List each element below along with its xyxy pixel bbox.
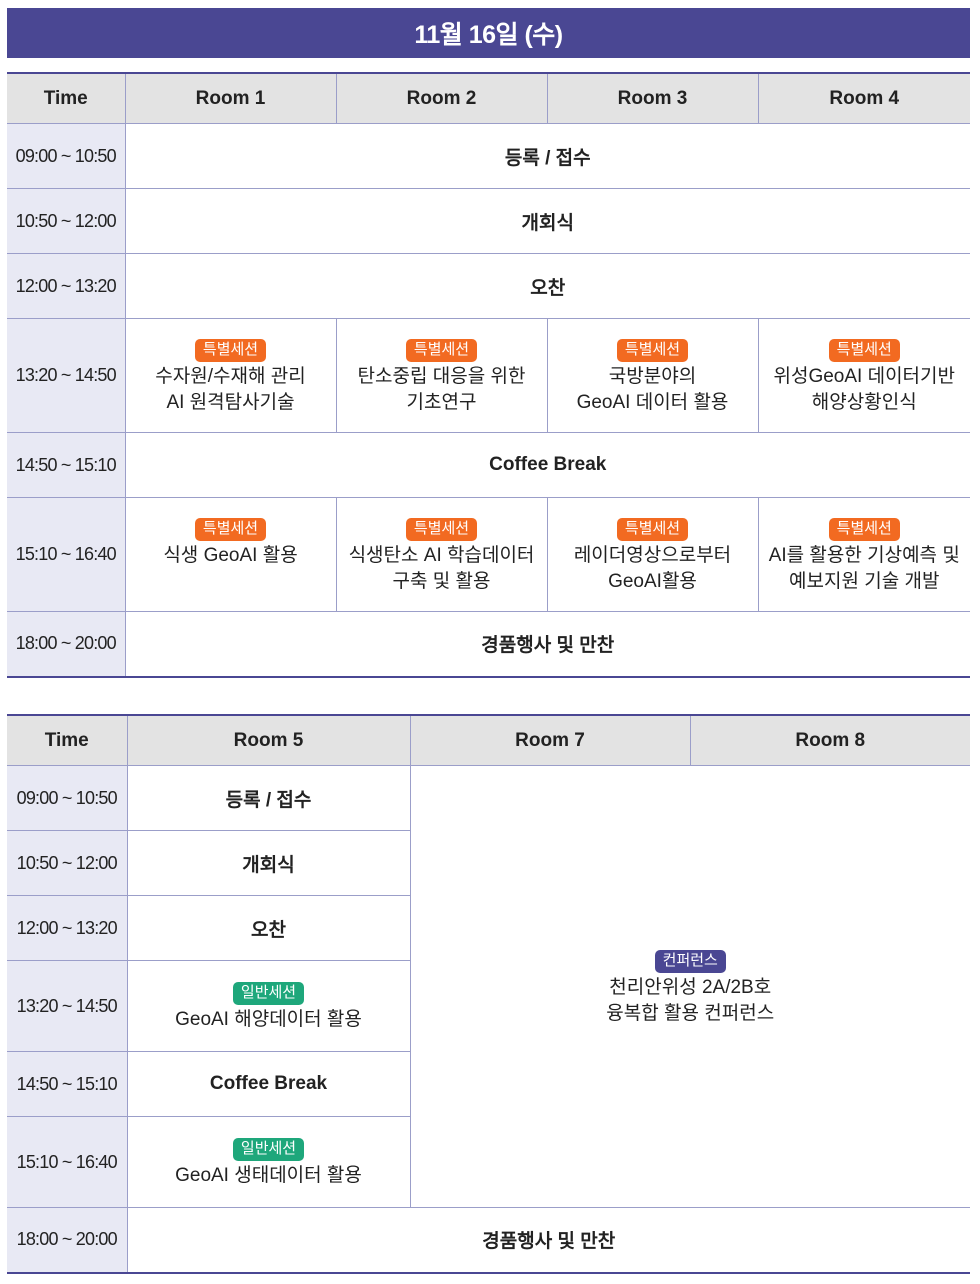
lunch-cell: 오찬 [124, 253, 970, 319]
header-room-1: Room 1 [124, 72, 337, 124]
session-cell: 특별세션 위성GeoAI 데이터기반 해양상황인식 [757, 318, 970, 433]
session-title-line [126, 569, 336, 595]
session-cell: 일반세션 GeoAI 생태데이터 활용 [126, 1116, 410, 1208]
session-title-line: 예보지원 기술 개발 [789, 570, 940, 592]
special-session-badge: 특별세션 [405, 517, 478, 541]
header-room-3: Room 3 [546, 72, 759, 124]
time-cell: 13:20 ~ 14:50 [7, 318, 126, 433]
session-title-line: GeoAI활용 [608, 570, 697, 592]
header-room-7: Room 7 [409, 714, 691, 766]
special-session-badge: 특별세션 [828, 338, 900, 362]
dinner-cell: 경품행사 및 만찬 [126, 1207, 970, 1274]
header-time: Time [7, 714, 128, 766]
session-cell: 특별세션 식생 GeoAI 활용 [124, 497, 337, 612]
time-cell: 15:10 ~ 16:40 [7, 497, 126, 612]
conference-cell: 컨퍼런스 천리안위성 2A/2B호 융복합 활용 컨퍼런스 [409, 765, 970, 1208]
header-room-8: Room 8 [689, 714, 970, 766]
coffee-break-cell: Coffee Break [124, 432, 970, 498]
time-cell: 10:50 ~ 12:00 [7, 188, 126, 254]
session-cell: 특별세션 탄소중립 대응을 위한 기초연구 [335, 318, 548, 433]
schedule-table-rooms-5-8: Time Room 5 Room 7 Room 8 09:00 ~ 10:50 … [7, 714, 970, 1274]
session-title-line: 탄소중립 대응을 위한 [357, 365, 526, 387]
time-cell: 14:50 ~ 15:10 [7, 432, 126, 498]
registration-cell: 등록 / 접수 [126, 765, 411, 831]
session-cell: 특별세션 식생탄소 AI 학습데이터 구축 및 활용 [335, 497, 548, 612]
time-cell: 15:10 ~ 16:40 [7, 1116, 128, 1208]
time-cell: 12:00 ~ 13:20 [7, 253, 126, 319]
session-title-line: GeoAI 데이터 활용 [576, 391, 729, 413]
header-time: Time [7, 72, 126, 124]
general-session-badge: 일반세션 [232, 1138, 305, 1161]
opening-ceremony-cell: 개회식 [126, 830, 410, 896]
session-title-line: 수자원/수재해 관리 [155, 365, 306, 387]
date-banner: 11월 16일 (수) [7, 8, 970, 58]
time-cell: 09:00 ~ 10:50 [7, 123, 126, 189]
conference-badge: 컨퍼런스 [654, 949, 726, 973]
general-session-badge: 일반세션 [232, 982, 305, 1005]
coffee-break-cell: Coffee Break [126, 1051, 410, 1117]
lunch-cell: 오찬 [126, 895, 410, 961]
registration-cell: 등록 / 접수 [124, 123, 970, 189]
special-session-badge: 특별세션 [616, 338, 689, 362]
session-title-line: GeoAI 생태데이터 활용 [175, 1165, 362, 1186]
conference-title-line: 융복합 활용 컨퍼런스 [606, 1002, 775, 1024]
session-cell: 특별세션 국방분야의 GeoAI 데이터 활용 [546, 318, 759, 433]
session-cell: 특별세션 수자원/수재해 관리 AI 원격탐사기술 [124, 318, 337, 433]
session-title-line: GeoAI 해양데이터 활용 [175, 1009, 362, 1030]
session-cell: 특별세션 AI를 활용한 기상예측 및 예보지원 기술 개발 [757, 497, 970, 612]
special-session-badge: 특별세션 [194, 517, 267, 541]
session-title-line: 국방분야의 [608, 365, 697, 387]
time-cell: 14:50 ~ 15:10 [7, 1051, 128, 1117]
time-cell: 12:00 ~ 13:20 [7, 895, 128, 961]
header-room-2: Room 2 [335, 72, 548, 124]
special-session-badge: 특별세션 [616, 517, 689, 541]
session-title-line: 위성GeoAI 데이터기반 [773, 365, 955, 387]
time-cell: 18:00 ~ 20:00 [7, 611, 126, 678]
opening-ceremony-cell: 개회식 [124, 188, 970, 254]
session-title-line: AI를 활용한 기상예측 및 [768, 544, 960, 566]
session-title-line: 기초연구 [406, 391, 477, 413]
session-title-line: 식생탄소 AI 학습데이터 [348, 544, 535, 566]
time-cell: 18:00 ~ 20:00 [7, 1207, 128, 1274]
session-title-line: AI 원격탐사기술 [166, 391, 295, 413]
session-title-line: 식생 GeoAI 활용 [163, 544, 298, 566]
conference-title-line: 천리안위성 2A/2B호 [609, 976, 772, 998]
session-title-line: 레이더영상으로부터 [573, 544, 732, 566]
time-cell: 09:00 ~ 10:50 [7, 765, 128, 831]
header-room-4: Room 4 [757, 72, 970, 124]
time-cell: 10:50 ~ 12:00 [7, 830, 128, 896]
special-session-badge: 특별세션 [194, 338, 267, 362]
session-cell: 일반세션 GeoAI 해양데이터 활용 [126, 960, 410, 1052]
schedule-table-rooms-1-4: Time Room 1 Room 2 Room 3 Room 4 09:00 ~… [7, 72, 970, 678]
session-cell: 특별세션 레이더영상으로부터 GeoAI활용 [546, 497, 759, 612]
session-title-line: 해양상황인식 [811, 391, 917, 413]
header-room-5: Room 5 [126, 714, 411, 766]
special-session-badge: 특별세션 [405, 338, 478, 362]
session-title-line: 구축 및 활용 [392, 570, 491, 592]
dinner-cell: 경품행사 및 만찬 [124, 611, 970, 678]
special-session-badge: 특별세션 [828, 517, 900, 541]
time-cell: 13:20 ~ 14:50 [7, 960, 128, 1052]
